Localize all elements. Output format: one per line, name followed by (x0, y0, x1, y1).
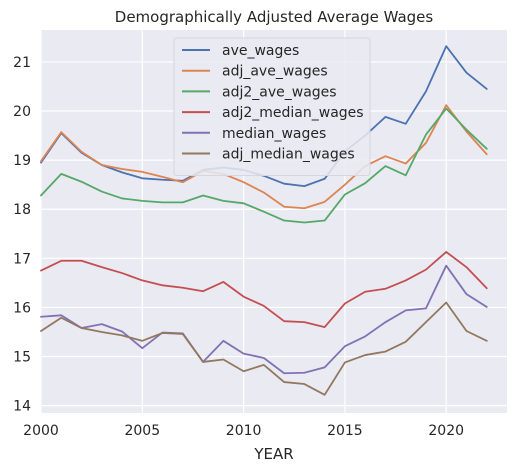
y-tick-label: 14 (13, 399, 31, 415)
legend-label: adj2_ave_wages (222, 84, 337, 100)
series-line-median-wages (40, 264, 488, 375)
legend-label: adj_median_wages (222, 147, 355, 163)
series-line-adj2-median-wages (40, 251, 488, 328)
series-line-adj-ave-wages (40, 104, 488, 210)
y-tick-label: 21 (13, 55, 31, 71)
y-tick-labels: 14 15 16 17 18 19 20 21 (13, 55, 31, 415)
x-axis-label: YEAR (253, 445, 293, 463)
legend-label: adj_ave_wages (222, 64, 328, 80)
y-tick-label: 20 (13, 104, 31, 120)
x-tick-label: 2020 (428, 423, 464, 439)
x-tick-label: 2015 (327, 423, 363, 439)
legend: ave_wages adj_ave_wages adj2_ave_wages adj2… (173, 37, 371, 176)
x-tick-labels: 2000 2005 2010 2015 2020 (23, 423, 464, 439)
legend-frame (173, 37, 371, 176)
legend-label: ave_wages (222, 43, 299, 59)
y-tick-label: 15 (13, 350, 31, 366)
y-tick-label: 18 (13, 202, 31, 218)
y-tick-label: 19 (13, 153, 31, 169)
series-line-adj-median-wages (40, 301, 488, 396)
series-line-adj2-ave-wages (40, 107, 488, 224)
legend-label: adj2_median_wages (222, 105, 364, 121)
x-tick-label: 2000 (23, 423, 59, 439)
x-tick-label: 2010 (226, 423, 262, 439)
chart-title: Demographically Adjusted Average Wages (115, 8, 434, 26)
y-tick-label: 16 (13, 300, 31, 316)
x-tick-label: 2005 (124, 423, 160, 439)
legend-label: median_wages (222, 126, 326, 142)
y-tick-label: 17 (13, 251, 31, 267)
